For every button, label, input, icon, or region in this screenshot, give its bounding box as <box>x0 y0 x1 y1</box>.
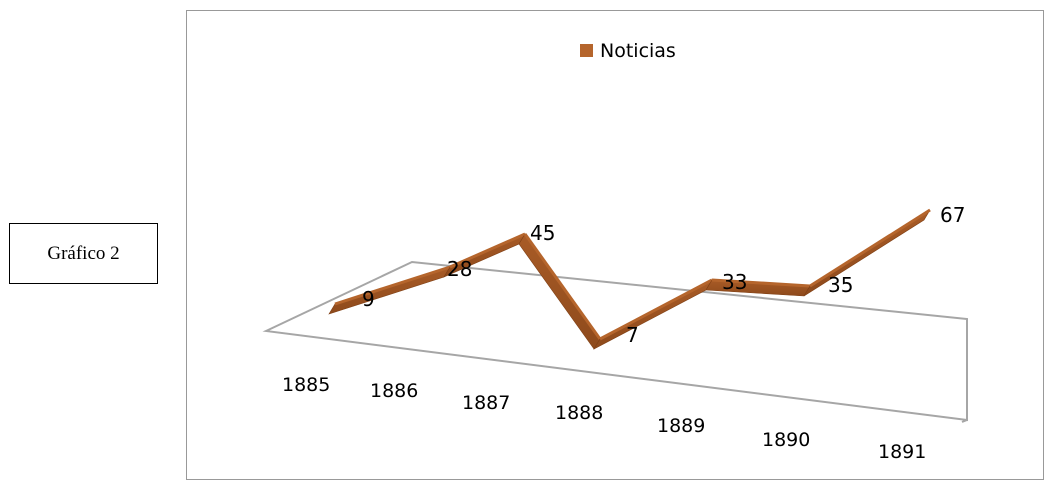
ribbon-top-edge <box>711 278 811 288</box>
data-label: 33 <box>722 270 747 294</box>
chart-floor <box>262 260 968 422</box>
x-tick-label: 1890 <box>762 429 810 451</box>
data-labels: 9 28 45 7 33 35 67 <box>362 203 965 347</box>
x-tick-label: 1888 <box>555 402 603 424</box>
legend-swatch-noticias <box>580 44 593 57</box>
legend: Noticias <box>580 40 676 62</box>
ribbon-top-edge <box>334 265 451 306</box>
chart-caption-box: Gráfico 2 <box>9 223 158 284</box>
data-label: 7 <box>626 323 639 347</box>
ribbon-top-edge <box>449 232 526 269</box>
ribbon-top-edge <box>599 278 713 341</box>
x-tick-label: 1891 <box>878 441 926 463</box>
x-axis-tick-labels: 1885 1886 1887 1888 1889 1890 1891 <box>282 374 926 463</box>
x-tick-label: 1887 <box>462 392 510 414</box>
data-label: 45 <box>530 221 555 245</box>
data-label: 28 <box>447 257 472 281</box>
ribbon-segment <box>518 233 601 350</box>
chart-frame <box>186 10 1044 480</box>
x-tick-label: 1885 <box>282 374 330 396</box>
data-label: 67 <box>940 203 965 227</box>
data-label: 9 <box>362 287 375 311</box>
x-tick-label: 1886 <box>370 380 418 402</box>
floor-right-edge <box>961 419 968 423</box>
ribbon-top-edge <box>523 233 602 340</box>
series-ribbon <box>328 208 931 350</box>
x-tick-label: 1889 <box>657 415 705 437</box>
data-label: 35 <box>828 273 853 297</box>
legend-label-noticias: Noticias <box>600 40 676 62</box>
ribbon-top-edge <box>809 208 931 288</box>
chart-caption: Gráfico 2 <box>47 242 120 264</box>
